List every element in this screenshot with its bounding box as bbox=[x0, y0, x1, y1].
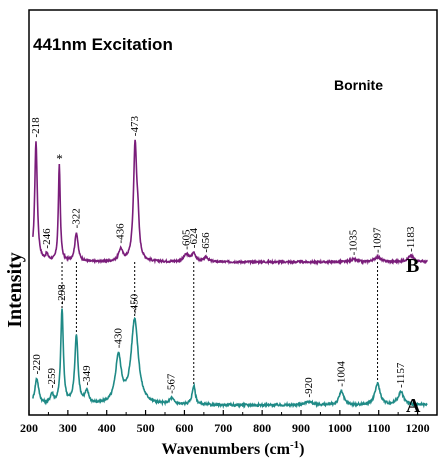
peak-label-a-2: -298 bbox=[56, 284, 68, 305]
x-tick-label-9: 1100 bbox=[367, 421, 390, 435]
x-tick-label-4: 600 bbox=[175, 421, 193, 435]
x-axis-label-close: ) bbox=[299, 441, 304, 458]
peak-label-a-0: -220 bbox=[31, 354, 43, 375]
peak-label-a-6: -450 bbox=[129, 293, 141, 314]
x-tick-label-5: 700 bbox=[214, 421, 232, 435]
peak-label-b-2: * bbox=[56, 151, 63, 166]
peak-label-b-8: -624 bbox=[188, 228, 200, 249]
peak-label-a-1: -259 bbox=[46, 368, 58, 389]
peak-label-b-4: -436 bbox=[115, 223, 127, 244]
series-line-a bbox=[32, 308, 428, 409]
peak-label-b-3: -322 bbox=[70, 208, 82, 228]
peak-label-b-1: -246 bbox=[41, 228, 53, 249]
x-tick-label-2: 400 bbox=[98, 421, 116, 435]
peak-label-b-7: -605 bbox=[180, 229, 192, 250]
peak-label-a-7: -567 bbox=[166, 373, 178, 394]
y-axis-label: Intensity bbox=[4, 252, 26, 328]
peak-label-a-9: -920 bbox=[303, 377, 315, 398]
x-axis-ticks: 200 300 400 500 600 700 800 900 1000 1100 1200 bbox=[20, 410, 430, 435]
plot-frame bbox=[28, 9, 438, 416]
series-layer bbox=[32, 139, 428, 409]
peak-label-a-12: -1157 bbox=[395, 362, 407, 388]
x-tick-label-7: 900 bbox=[292, 421, 310, 435]
peak-label-a-5: -430 bbox=[112, 328, 124, 349]
peak-label-b-0: -218 bbox=[30, 117, 42, 138]
peak-label-b-12: -1183 bbox=[405, 226, 417, 252]
x-axis-label-main: Wavenumbers (cm bbox=[162, 441, 291, 458]
x-tick-label-0: 200 bbox=[20, 421, 38, 435]
peak-label-b-11: -1097 bbox=[372, 227, 384, 253]
peak-label-b-9: -656 bbox=[200, 232, 212, 253]
x-tick-label-10: 1200 bbox=[406, 421, 430, 435]
peak-labels: -218 -246 * -322 -436 -473 -605-624 -656 -1035 -1… bbox=[30, 116, 417, 398]
chart-title: 441nm Excitation bbox=[33, 35, 173, 54]
x-tick-label-8: 1000 bbox=[328, 421, 352, 435]
dotted-guide-lines bbox=[61, 262, 379, 386]
peak-label-a-4: -349 bbox=[81, 365, 93, 386]
series-label-b: B bbox=[406, 255, 419, 277]
x-tick-label-1: 300 bbox=[59, 421, 77, 435]
x-axis-label: Wavenumbers (cm-1) bbox=[162, 439, 305, 458]
x-tick-label-6: 800 bbox=[253, 421, 271, 435]
peak-label-a-10: -1004 bbox=[335, 361, 347, 387]
series-line-b bbox=[32, 139, 428, 266]
peak-label-b-10: -1035 bbox=[348, 229, 360, 255]
x-axis-label-sup: -1 bbox=[290, 439, 299, 451]
x-tick-label-3: 500 bbox=[137, 421, 155, 435]
chart-subtitle: Bornite bbox=[334, 77, 383, 93]
peak-label-b-5: -473 bbox=[129, 116, 141, 137]
series-label-a: A bbox=[406, 395, 421, 417]
